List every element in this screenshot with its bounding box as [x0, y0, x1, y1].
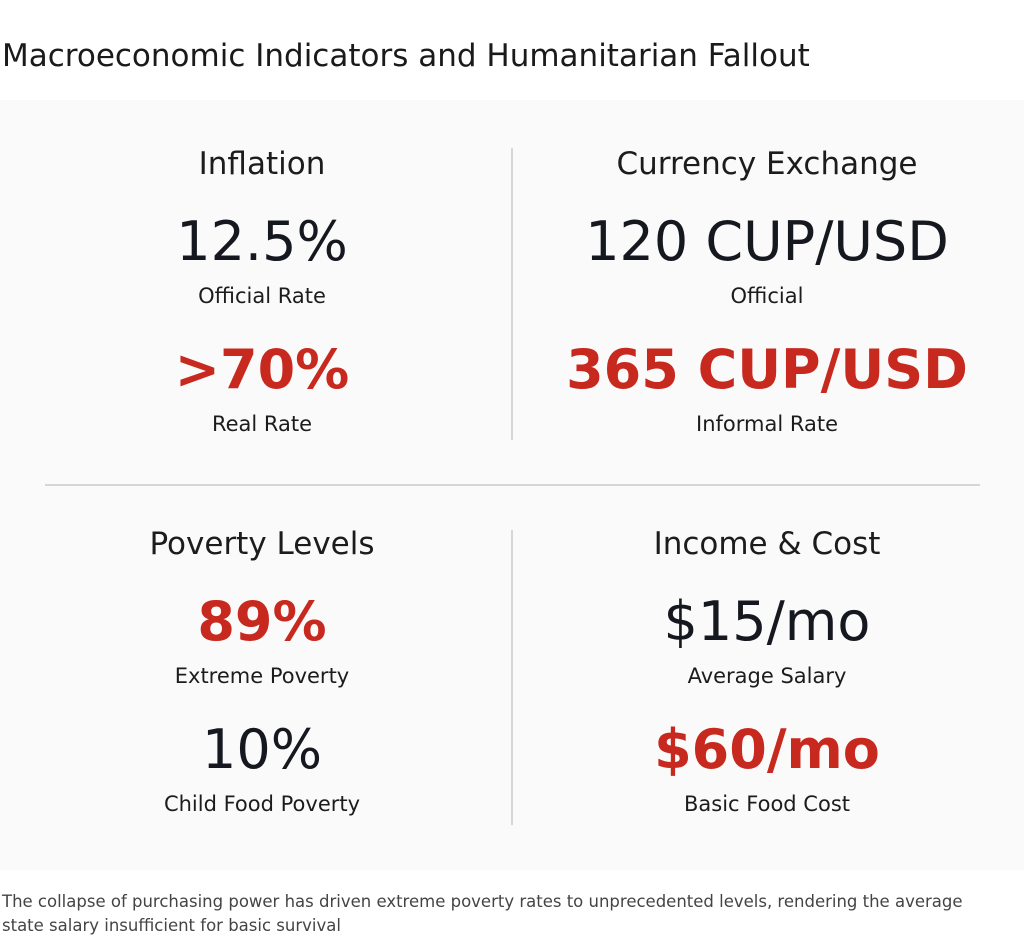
divider — [511, 148, 513, 440]
indicator-label: Informal Rate — [696, 412, 838, 436]
indicator-label: Child Food Poverty — [163, 792, 361, 816]
indicator-card: Inflation 12.5% Official Rate >70% Real Rate… — [0, 100, 1024, 870]
indicator-value: 365 CUP/USD — [566, 338, 968, 401]
indicator-label: Basic Food Cost — [684, 792, 850, 816]
page-title: Macroeconomic Indicators and Humanitaria… — [2, 38, 810, 74]
indicator-value: 120 CUP/USD — [585, 210, 949, 273]
indicator-value: 12.5% — [176, 210, 348, 273]
indicator-value: $15/mo — [663, 590, 871, 653]
indicator-label: Official Rate — [198, 284, 326, 308]
indicator-value: 89% — [197, 590, 327, 653]
indicator-value: 10% — [201, 718, 323, 781]
divider — [511, 530, 513, 825]
panel-heading: Currency Exchange — [616, 146, 918, 182]
indicator-label: Official — [730, 284, 804, 308]
divider — [45, 484, 980, 486]
indicator-label: Average Salary — [687, 664, 847, 688]
panel-heading: Inflation — [198, 146, 326, 182]
caption: The collapse of purchasing power has dri… — [2, 892, 963, 935]
indicator-label: Extreme Poverty — [174, 664, 350, 688]
indicator-value: >70% — [174, 338, 350, 401]
indicator-label: Real Rate — [211, 412, 313, 436]
indicator-value: $60/mo — [654, 718, 880, 781]
panel-heading: Income & Cost — [653, 526, 881, 562]
panel-heading: Poverty Levels — [149, 526, 375, 562]
